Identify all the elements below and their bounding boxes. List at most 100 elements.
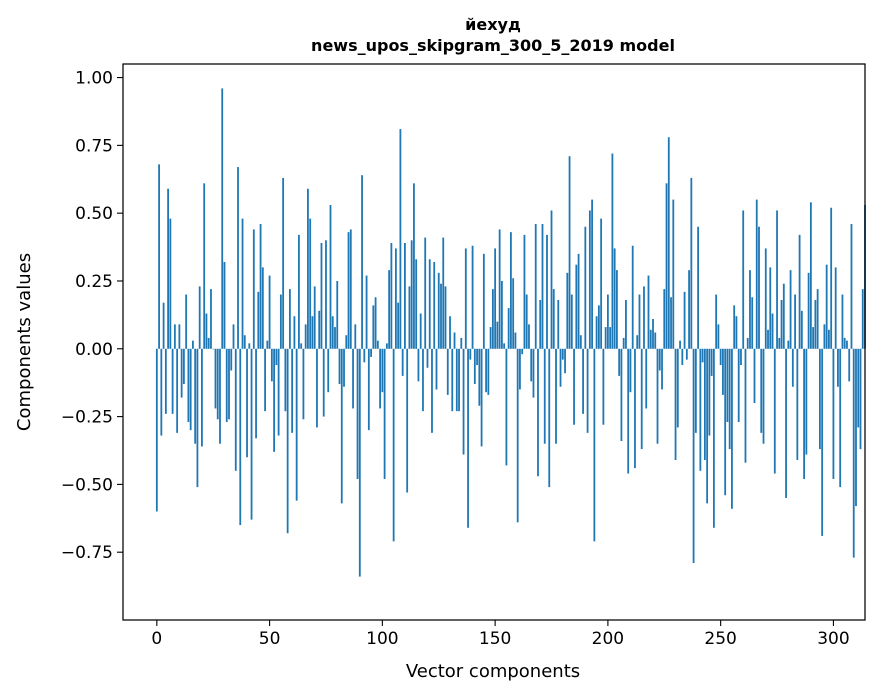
bar	[462, 348, 465, 455]
axes-frame	[122, 63, 866, 621]
bar	[755, 199, 758, 349]
bar	[643, 286, 645, 349]
bar	[345, 335, 348, 349]
bar	[731, 348, 733, 509]
bar	[442, 237, 445, 349]
bar	[710, 348, 713, 376]
bar	[316, 348, 318, 428]
bar	[340, 348, 343, 504]
bars	[155, 88, 866, 577]
bar	[325, 240, 327, 349]
bar	[198, 286, 201, 349]
bar	[223, 261, 226, 349]
bar	[415, 259, 418, 349]
bar	[180, 348, 183, 398]
bar	[363, 348, 366, 363]
bar	[216, 348, 219, 420]
bar	[735, 316, 738, 349]
bar	[728, 348, 731, 450]
bar	[537, 348, 539, 477]
bar	[476, 348, 478, 366]
bar	[158, 164, 160, 349]
bar	[726, 348, 729, 423]
bar	[329, 205, 332, 349]
bar	[336, 280, 339, 349]
bar	[410, 240, 413, 349]
bar	[681, 348, 684, 366]
bar	[246, 348, 248, 458]
bar	[855, 348, 857, 507]
bar	[334, 327, 336, 349]
bar	[785, 348, 787, 498]
bar	[379, 348, 381, 409]
bar	[171, 348, 174, 414]
bar	[446, 348, 449, 395]
bar	[586, 348, 589, 433]
bar	[778, 337, 781, 349]
bar	[194, 348, 197, 444]
bar	[676, 348, 679, 428]
bar	[685, 348, 688, 360]
bar	[311, 316, 314, 349]
bar	[771, 313, 774, 349]
bar	[636, 335, 639, 349]
bar	[356, 348, 359, 479]
bar	[322, 348, 325, 417]
bar	[286, 348, 289, 534]
bar	[534, 224, 537, 349]
bar	[431, 348, 433, 433]
bar	[241, 218, 244, 349]
bar	[742, 210, 745, 349]
bar	[214, 348, 217, 409]
bar	[645, 348, 648, 409]
bar	[737, 348, 740, 423]
bar	[519, 348, 521, 390]
bar	[821, 348, 824, 536]
bar	[383, 348, 386, 479]
bar	[397, 302, 400, 349]
bar	[343, 348, 345, 387]
bar	[733, 305, 736, 349]
y-tick-label: −0.75	[61, 543, 113, 563]
bar	[861, 289, 864, 349]
x-axis-label: Vector components	[406, 661, 580, 682]
bar	[498, 229, 501, 349]
bar	[701, 348, 704, 363]
bar	[724, 348, 727, 496]
bar	[162, 302, 165, 349]
bar	[309, 218, 312, 349]
bar	[780, 299, 783, 349]
bar	[670, 297, 672, 349]
bar	[656, 348, 659, 444]
bar	[422, 348, 424, 412]
bar	[230, 348, 233, 371]
bar	[706, 348, 709, 504]
bar	[606, 294, 609, 349]
bar	[512, 278, 515, 349]
bar	[807, 272, 810, 349]
bar	[760, 348, 763, 433]
bar	[782, 283, 785, 349]
bar	[749, 270, 751, 349]
chart-title-line-1: йехуд	[465, 15, 521, 34]
bar	[746, 337, 749, 349]
bar	[620, 348, 623, 441]
bar	[277, 348, 280, 436]
bar	[566, 272, 569, 349]
bar	[823, 324, 826, 349]
bar	[467, 348, 469, 528]
bar	[376, 340, 379, 349]
bar	[464, 248, 467, 349]
bar	[564, 348, 566, 374]
bar	[266, 340, 269, 349]
bar	[818, 348, 821, 450]
bar	[773, 348, 776, 474]
x-tick-label: 300	[817, 629, 849, 649]
bar	[857, 348, 860, 428]
bar	[160, 348, 163, 436]
bar	[843, 337, 846, 349]
bar	[604, 327, 607, 349]
bar	[609, 327, 612, 349]
bar	[744, 348, 747, 463]
